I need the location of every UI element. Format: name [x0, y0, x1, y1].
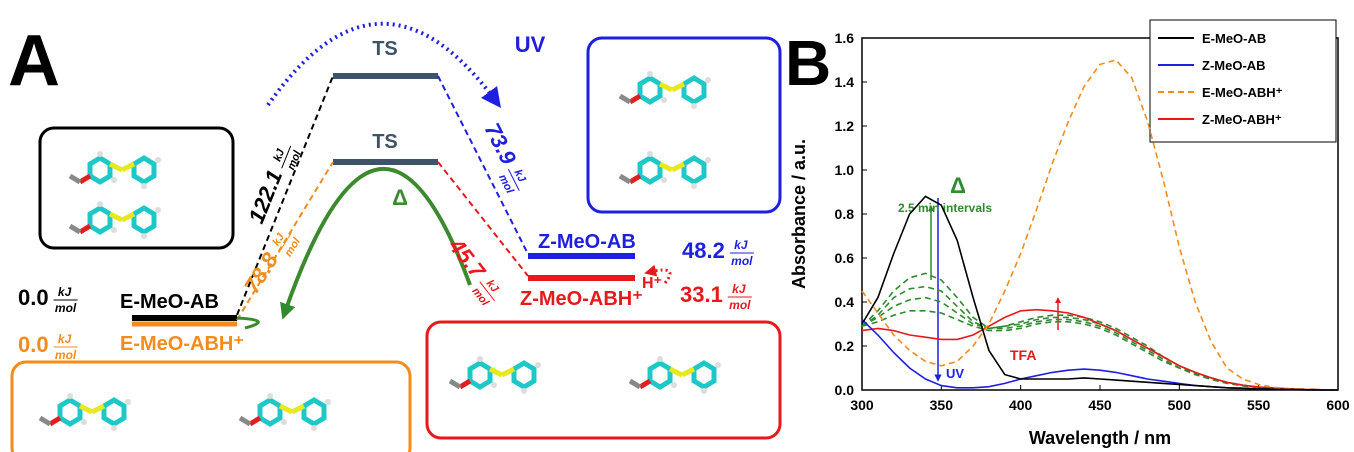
molecule: [630, 356, 721, 394]
ts-label: TS: [372, 38, 398, 60]
barrier-value: 78.8: [239, 247, 283, 297]
panel-label: B: [785, 27, 831, 99]
unit-den: mol: [731, 254, 753, 268]
y-tick-label: 0.8: [835, 206, 855, 222]
figure: A TS TS UV Δ H⁺ E-MeO-AB E-MeO-ABH⁺ Z-Me…: [0, 0, 1354, 452]
molecule: [70, 151, 161, 189]
y-tick-label: 0.0: [835, 382, 855, 398]
molecule-box: [12, 362, 410, 452]
x-axis-label: Wavelength / nm: [1029, 428, 1171, 448]
x-tick-label: 400: [1009, 397, 1033, 413]
series-line: [862, 196, 1338, 390]
unit-num: kJ: [484, 278, 502, 296]
unit-den: mol: [55, 301, 77, 315]
molecule-box: [588, 38, 780, 212]
annotation: Δ: [950, 173, 966, 198]
state-name: Z-MeO-AB: [538, 231, 636, 253]
ts-label: TS: [372, 131, 398, 153]
panel-label: A: [8, 21, 60, 101]
energy-value: 0.0: [18, 332, 49, 357]
unit-den: mol: [729, 298, 751, 312]
molecule: [40, 393, 131, 431]
barrier-value: 73.9: [480, 119, 522, 169]
legend-label: Z-MeO-AB: [1202, 58, 1266, 73]
unit-num: kJ: [58, 332, 72, 346]
y-tick-label: 1.2: [835, 118, 855, 134]
legend-label: E-MeO-ABH⁺: [1202, 85, 1283, 100]
y-tick-label: 0.6: [835, 250, 855, 266]
x-tick-label: 450: [1088, 397, 1112, 413]
state-name: E-MeO-AB: [120, 291, 219, 313]
series-line: [862, 273, 1338, 390]
y-tick-label: 1.6: [835, 30, 855, 46]
barrier-value: 122.1: [243, 166, 287, 226]
legend-label: Z-MeO-ABH⁺: [1202, 112, 1282, 127]
x-tick-label: 600: [1326, 397, 1350, 413]
x-tick-label: 350: [930, 397, 954, 413]
legend-label: E-MeO-AB: [1202, 31, 1266, 46]
heat-arrow: [285, 169, 470, 312]
molecule: [620, 71, 711, 109]
uv-label: UV: [515, 32, 546, 57]
uv-arrow: [268, 24, 495, 105]
annotation: TFA: [1010, 347, 1036, 363]
series-line: [862, 311, 1338, 390]
energy-value: 0.0: [18, 285, 49, 310]
molecule: [450, 356, 541, 394]
y-tick-label: 0.4: [835, 294, 855, 310]
x-tick-label: 300: [850, 397, 874, 413]
molecule: [620, 151, 711, 189]
unit-num: kJ: [734, 238, 748, 252]
heat-arrow: [237, 318, 258, 328]
state-name: Z-MeO-ABH⁺: [520, 288, 643, 310]
state-name: E-MeO-ABH⁺: [120, 333, 244, 355]
molecule-box: [427, 322, 780, 438]
y-tick-label: 0.2: [835, 338, 855, 354]
unit-num: kJ: [732, 282, 746, 296]
x-tick-label: 550: [1247, 397, 1271, 413]
unit-num: kJ: [58, 285, 72, 299]
proton-label: H⁺: [642, 275, 662, 292]
energy-value: 48.2: [682, 238, 725, 263]
y-axis-label: Absorbance / a.u.: [789, 139, 809, 289]
molecule: [240, 393, 331, 431]
annotation: UV: [946, 366, 964, 381]
panel-a: A TS TS UV Δ H⁺ E-MeO-AB E-MeO-ABH⁺ Z-Me…: [8, 21, 662, 355]
unit-num: kJ: [511, 168, 528, 185]
y-tick-label: 1.0: [835, 162, 855, 178]
path: [438, 76, 528, 254]
x-tick-label: 500: [1168, 397, 1192, 413]
heat-label: Δ: [392, 185, 408, 210]
energy-value: 33.1: [680, 282, 723, 307]
molecule: [70, 201, 161, 239]
unit-num: kJ: [270, 231, 287, 248]
unit-den: mol: [55, 348, 77, 362]
y-tick-label: 1.4: [835, 74, 855, 90]
